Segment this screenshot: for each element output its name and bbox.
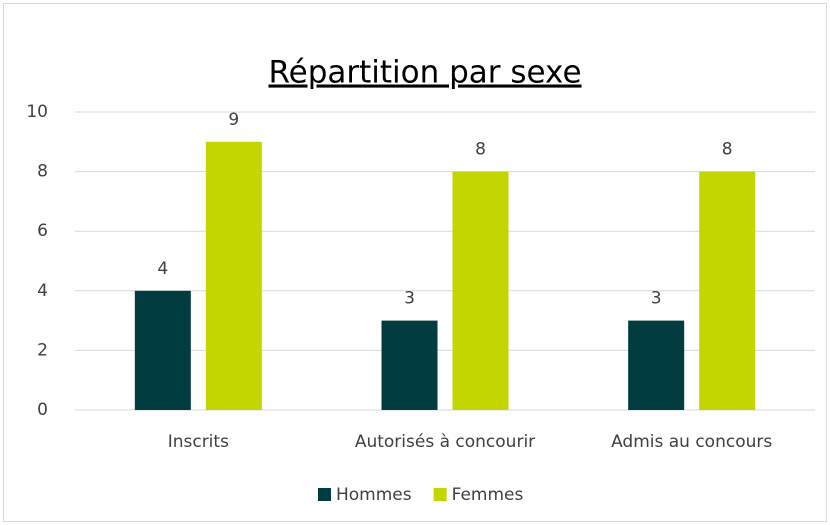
legend-label: Femmes [452,485,524,505]
x-tick-label: Inscrits [168,432,229,452]
bar [452,171,509,410]
y-tick-label: 0 [37,400,48,420]
x-tick-label: Admis au concours [611,432,772,452]
bar [205,141,262,411]
data-label: 8 [475,140,486,160]
data-label: 3 [651,289,662,309]
data-label: 8 [722,140,733,160]
y-tick-label: 8 [37,162,48,182]
data-label: 3 [404,289,415,309]
data-label: 4 [157,259,168,279]
chart-title: Répartition par sexe [268,55,581,91]
legend-label: Hommes [336,485,412,505]
bar [381,320,438,410]
y-tick-label: 2 [37,340,48,360]
bar [699,171,756,410]
bar [628,320,685,410]
legend-swatch [318,488,331,501]
x-tick-label: Autorisés à concourir [355,432,535,452]
y-tick-label: 4 [37,281,48,301]
bar [134,290,191,410]
y-tick-label: 10 [26,102,48,122]
y-tick-label: 6 [37,221,48,241]
legend-swatch [433,488,447,501]
data-label: 9 [228,110,239,130]
chart-border [3,3,827,522]
